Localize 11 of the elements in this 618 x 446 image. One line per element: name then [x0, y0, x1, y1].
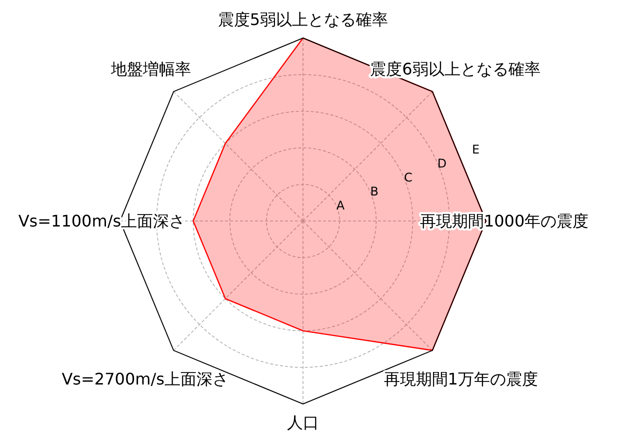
spoke-label: 人口: [287, 412, 319, 432]
spoke-label: 再現期間1000年の震度: [420, 212, 589, 230]
y-tick-label: E: [472, 142, 480, 156]
spoke-label: 地盤増幅率: [110, 59, 191, 78]
y-tick-label: B: [370, 184, 378, 198]
y-tick-label: A: [336, 198, 346, 212]
spoke-label: Vs=2700m/s上面深さ: [62, 369, 228, 388]
spoke-label: 再現期間1万年の震度: [384, 369, 538, 388]
spoke-label: 震度5弱以上となる確率: [218, 10, 388, 30]
y-tick-label: D: [437, 156, 447, 170]
y-tick-label: C: [404, 170, 412, 184]
